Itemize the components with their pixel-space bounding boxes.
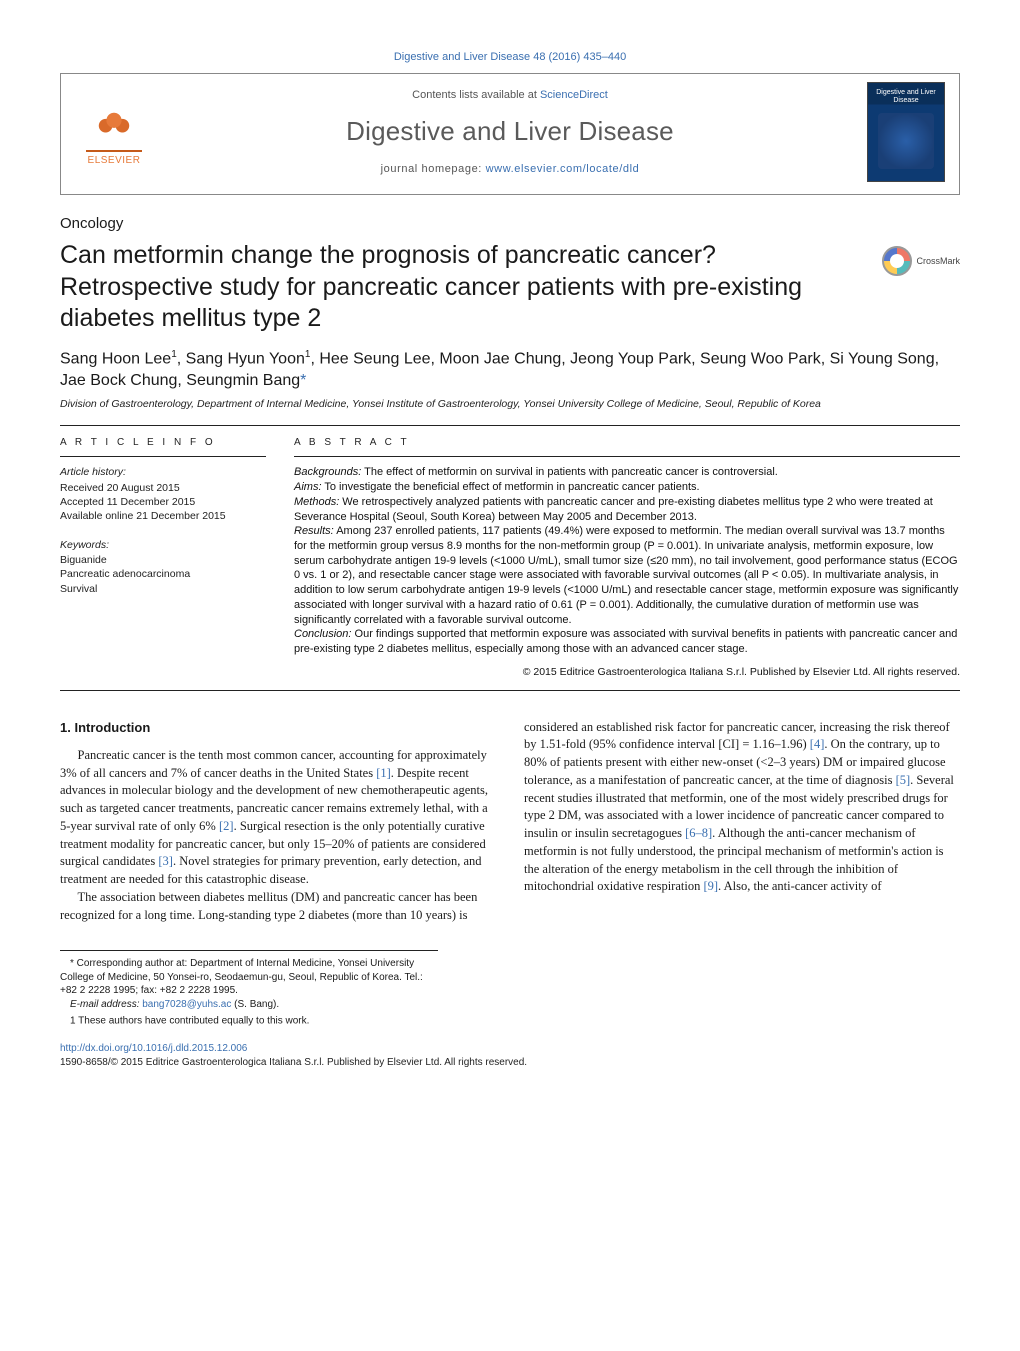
running-head: Digestive and Liver Disease 48 (2016) 43… <box>60 50 960 65</box>
ref-9-link[interactable]: [9] <box>703 879 718 893</box>
intro-p1: Pancreatic cancer is the tenth most comm… <box>60 747 496 889</box>
abstract-heading: A B S T R A C T <box>294 436 960 450</box>
equal-contrib-footnote: 1 These authors have contributed equally… <box>60 1011 438 1028</box>
crossmark-label: CrossMark <box>916 255 960 268</box>
intro-heading: 1. Introduction <box>60 719 496 737</box>
journal-header-bar: ELSEVIER Contents lists available at Sci… <box>60 73 960 195</box>
body-two-column: 1. Introduction Pancreatic cancer is the… <box>60 719 960 925</box>
ref-5-link[interactable]: [5] <box>896 773 911 787</box>
cover-art-icon <box>878 113 934 169</box>
sciencedirect-link[interactable]: ScienceDirect <box>540 89 608 101</box>
divider-bottom <box>60 690 960 691</box>
info-divider <box>60 456 266 457</box>
abs-methods: We retrospectively analyzed patients wit… <box>294 496 933 523</box>
abs-aims-label: Aims: <box>294 481 322 493</box>
ref-6-8-link[interactable]: [6–8] <box>685 826 712 840</box>
ref-3-link[interactable]: [3] <box>158 854 173 868</box>
accepted-date: Accepted 11 December 2015 <box>60 495 266 509</box>
cover-title: Digestive and Liver Disease <box>868 89 944 104</box>
elsevier-tree-icon <box>86 96 142 152</box>
ref-4-link[interactable]: [4] <box>810 737 825 751</box>
abs-results-label: Results: <box>294 525 334 537</box>
email-link[interactable]: bang7028@yuhs.ac <box>142 999 231 1010</box>
journal-cover-thumb: Digestive and Liver Disease <box>867 82 945 182</box>
email-suffix: (S. Bang). <box>231 999 279 1010</box>
doi-block: http://dx.doi.org/10.1016/j.dld.2015.12.… <box>60 1042 960 1070</box>
email-footnote: E-mail address: bang7028@yuhs.ac (S. Ban… <box>60 998 438 1012</box>
author-list: Sang Hoon Lee1, Sang Hyun Yoon1, Hee Seu… <box>60 348 960 392</box>
p2a: candidates <box>102 854 158 868</box>
doi-link[interactable]: http://dx.doi.org/10.1016/j.dld.2015.12.… <box>60 1043 247 1054</box>
abs-methods-label: Methods: <box>294 496 339 508</box>
journal-name: Digestive and Liver Disease <box>163 113 857 149</box>
abstract-divider <box>294 456 960 457</box>
article-title: Can metformin change the prognosis of pa… <box>60 240 866 334</box>
footnotes-block: * Corresponding author at: Department of… <box>60 950 438 1028</box>
online-date: Available online 21 December 2015 <box>60 509 266 523</box>
ref-2-link[interactable]: [2] <box>219 819 234 833</box>
contents-lists-line: Contents lists available at ScienceDirec… <box>163 88 857 103</box>
corresponding-footnote: * Corresponding author at: Department of… <box>60 957 438 998</box>
article-info-column: A R T I C L E I N F O Article history: R… <box>60 436 266 679</box>
crossmark-icon <box>882 246 912 276</box>
issn-copyright: 1590-8658/© 2015 Editrice Gastroenterolo… <box>60 1057 527 1068</box>
abs-conclusion-label: Conclusion: <box>294 628 351 640</box>
article-info-heading: A R T I C L E I N F O <box>60 436 266 450</box>
contents-prefix: Contents lists available at <box>412 89 540 101</box>
abstract-column: A B S T R A C T Backgrounds: The effect … <box>294 436 960 679</box>
keyword-2: Survival <box>60 582 266 596</box>
equal-text: 1 These authors have contributed equally… <box>70 1016 309 1027</box>
keywords-label: Keywords: <box>60 538 266 553</box>
abs-bg: The effect of metformin on survival in p… <box>361 466 778 478</box>
history-label: Article history: <box>60 465 266 480</box>
abs-aims: To investigate the beneficial effect of … <box>322 481 700 493</box>
journal-homepage-line: journal homepage: www.elsevier.com/locat… <box>163 162 857 177</box>
p3e: . Also, the anti-cancer activity of <box>718 879 881 893</box>
abs-conclusion: Our findings supported that metformin ex… <box>294 628 957 655</box>
elsevier-label: ELSEVIER <box>88 154 141 168</box>
abs-bg-label: Backgrounds: <box>294 466 361 478</box>
keyword-0: Biguanide <box>60 553 266 567</box>
ref-1-link[interactable]: [1] <box>376 766 391 780</box>
article-section-tag: Oncology <box>60 213 960 234</box>
abstract-copyright: © 2015 Editrice Gastroenterologica Itali… <box>294 665 960 680</box>
journal-homepage-link[interactable]: www.elsevier.com/locate/dld <box>486 163 640 175</box>
homepage-prefix: journal homepage: <box>381 163 486 175</box>
email-prefix: E-mail address: <box>70 999 142 1010</box>
affiliation: Division of Gastroenterology, Department… <box>60 398 960 412</box>
keyword-1: Pancreatic adenocarcinoma <box>60 567 266 581</box>
divider-top <box>60 425 960 426</box>
crossmark-widget[interactable]: CrossMark <box>882 246 960 276</box>
abs-results: Among 237 enrolled patients, 117 patient… <box>294 525 958 625</box>
elsevier-logo: ELSEVIER <box>75 88 153 176</box>
received-date: Received 20 August 2015 <box>60 481 266 495</box>
